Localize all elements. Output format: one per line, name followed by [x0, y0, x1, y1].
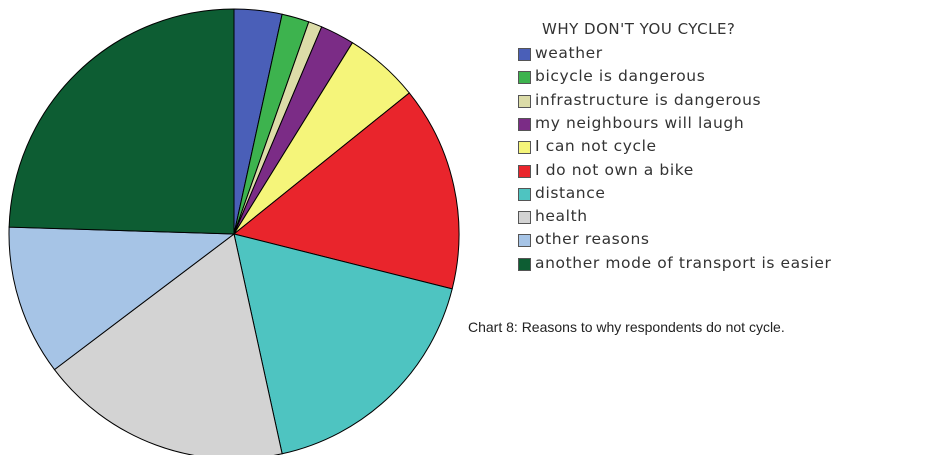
pie-slice-distance — [233, 233, 453, 455]
legend-item-bicycle-is-dangerous: bicycle is dangerous — [516, 67, 947, 89]
legend-swatch — [518, 94, 531, 108]
legend-label: other reasons — [535, 230, 650, 249]
pie-slice-other-reasons — [8, 226, 236, 371]
legend-item-infrastructure-is-dangerous: infrastructure is dangerous — [516, 91, 947, 113]
legend-swatch — [518, 257, 531, 271]
legend-label: distance — [535, 183, 606, 202]
legend-swatch — [518, 187, 531, 201]
chart-title: WHY DON'T YOU CYCLE? — [542, 20, 736, 38]
legend-label: I do not own a bike — [535, 160, 694, 179]
legend-item-i-do-not-own-a-bike: I do not own a bike — [516, 161, 947, 183]
legend-swatch — [518, 211, 531, 225]
legend-swatch — [518, 48, 531, 61]
pie-slice-health — [53, 233, 283, 455]
legend-swatch — [518, 234, 531, 248]
pie-slices — [8, 8, 460, 455]
legend-item-weather: weather — [516, 44, 947, 66]
legend-label: weather — [535, 44, 603, 62]
legend-label: my neighbours will laugh — [535, 113, 745, 132]
legend-label: another mode of transport is easier — [535, 253, 832, 272]
legend-item-other-reasons: other reasons — [516, 230, 947, 252]
legend-item-my-neighbours-will-laugh: my neighbours will laugh — [516, 114, 947, 136]
legend-swatch — [518, 164, 531, 178]
legend-item-another-mode-of-transport-is-easier: another mode of transport is easier — [516, 254, 947, 276]
figure-caption: Chart 8: Reasons to why respondents do n… — [468, 319, 785, 335]
legend-swatch — [518, 117, 531, 131]
legend-item-i-can-not-cycle: I can not cycle — [516, 137, 947, 159]
legend-swatch — [518, 71, 531, 85]
pie-chart — [8, 8, 460, 455]
legend-label: bicycle is dangerous — [535, 67, 706, 86]
legend-item-distance: distance — [516, 184, 947, 206]
legend-label: health — [535, 207, 588, 226]
pie-slice-i-do-not-own-a-bike — [232, 92, 460, 290]
legend-label: I can not cycle — [535, 137, 657, 156]
legend-item-health: health — [516, 207, 947, 229]
legend-label: infrastructure is dangerous — [535, 90, 762, 109]
pie-slice-another-mode-of-transport-is-easier — [8, 8, 235, 235]
legend-swatch — [518, 141, 531, 155]
